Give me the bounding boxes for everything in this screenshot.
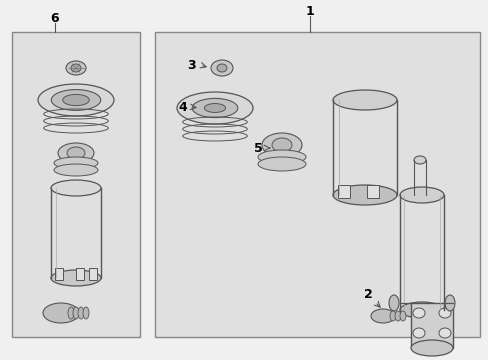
Ellipse shape	[66, 61, 86, 75]
Ellipse shape	[51, 270, 101, 286]
Ellipse shape	[67, 147, 85, 159]
Ellipse shape	[204, 104, 225, 112]
Text: 3: 3	[187, 59, 196, 72]
Ellipse shape	[51, 180, 101, 196]
Ellipse shape	[71, 64, 81, 72]
Ellipse shape	[83, 307, 89, 319]
Bar	[155, 32, 479, 337]
Bar	[89, 268, 97, 280]
Bar	[12, 32, 140, 337]
Ellipse shape	[332, 90, 396, 110]
Ellipse shape	[68, 307, 74, 319]
Ellipse shape	[413, 156, 425, 164]
Ellipse shape	[217, 64, 226, 72]
Ellipse shape	[43, 303, 79, 323]
Text: 4: 4	[178, 100, 187, 113]
Ellipse shape	[177, 92, 252, 124]
Ellipse shape	[58, 143, 94, 163]
Ellipse shape	[192, 98, 237, 118]
Ellipse shape	[438, 308, 450, 318]
Text: 6: 6	[51, 12, 59, 24]
Ellipse shape	[258, 157, 305, 171]
Ellipse shape	[262, 133, 302, 157]
Ellipse shape	[51, 90, 101, 111]
Ellipse shape	[399, 187, 443, 203]
Text: 1: 1	[305, 5, 314, 18]
Bar	[55, 268, 63, 280]
Bar	[51, 188, 101, 278]
Ellipse shape	[62, 94, 89, 105]
Ellipse shape	[412, 328, 424, 338]
Ellipse shape	[370, 309, 394, 323]
Bar	[76, 268, 84, 280]
Ellipse shape	[438, 328, 450, 338]
Ellipse shape	[444, 295, 454, 311]
Ellipse shape	[78, 307, 84, 319]
Ellipse shape	[271, 138, 291, 152]
Bar	[399, 195, 443, 310]
Text: 5: 5	[253, 141, 262, 154]
Bar	[366, 185, 378, 198]
Bar	[337, 185, 349, 198]
Ellipse shape	[258, 150, 305, 164]
Bar	[410, 303, 452, 348]
Ellipse shape	[54, 164, 98, 176]
Text: 2: 2	[363, 288, 372, 302]
Ellipse shape	[332, 185, 396, 205]
Ellipse shape	[399, 311, 405, 321]
Ellipse shape	[54, 157, 98, 169]
Ellipse shape	[412, 308, 424, 318]
Ellipse shape	[394, 311, 400, 321]
Ellipse shape	[210, 60, 232, 76]
Bar	[332, 100, 396, 195]
Ellipse shape	[410, 340, 452, 356]
Ellipse shape	[399, 302, 443, 318]
Ellipse shape	[389, 311, 395, 321]
Ellipse shape	[73, 307, 79, 319]
Ellipse shape	[388, 295, 398, 311]
Ellipse shape	[38, 84, 114, 116]
